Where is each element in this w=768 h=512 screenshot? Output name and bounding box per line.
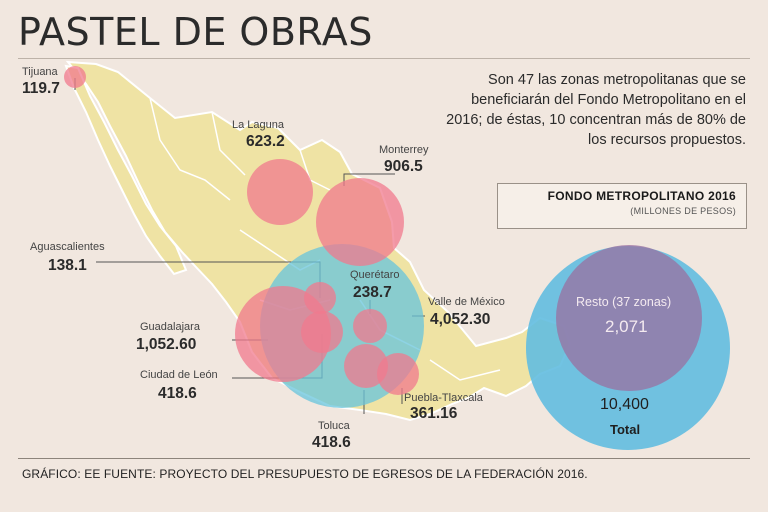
label-aguascalientes: Aguascalientes — [30, 241, 105, 253]
baja-peninsula — [64, 64, 188, 276]
value-valle-de-mexico: 4,052.30 — [430, 311, 491, 328]
bubble-aguascalientes — [304, 282, 336, 314]
value-la-laguna: 623.2 — [246, 133, 285, 150]
label-toluca: Toluca — [318, 420, 350, 432]
label-la-laguna: La Laguna — [232, 119, 284, 131]
bubble-guadalajara — [235, 286, 331, 382]
value-total: 10,400 — [600, 396, 649, 413]
value-aguascalientes: 138.1 — [48, 257, 87, 274]
title-divider — [18, 58, 750, 59]
intro-text: Son 47 las zonas metropolitanas que se b… — [446, 72, 746, 148]
label-ciudad-de-leon: Ciudad de León — [140, 369, 218, 381]
page-title: PASTEL DE OBRAS — [18, 10, 373, 54]
bubble-la-laguna — [247, 159, 313, 225]
label-total: Total — [610, 422, 641, 437]
value-puebla-tlaxcala: 361.16 — [410, 405, 458, 422]
fund-legend-box: FONDO METROPOLITANO 2016 (MILLONES DE PE… — [497, 183, 747, 229]
label-monterrey: Monterrey — [379, 144, 429, 156]
value-tijuana: 119.7 — [22, 80, 60, 97]
bubble-toluca — [344, 344, 388, 388]
value-resto: 2,071 — [605, 317, 648, 336]
label-valle-de-mexico: Valle de México — [428, 296, 505, 308]
value-ciudad-de-leon: 418.6 — [158, 385, 197, 402]
footer-divider — [18, 458, 750, 459]
fund-legend-title: FONDO METROPOLITANO 2016 — [547, 189, 736, 203]
bubble-monterrey — [316, 178, 404, 266]
value-toluca: 418.6 — [312, 434, 351, 451]
value-guadalajara: 1,052.60 — [136, 336, 197, 353]
bubble-puebla-tlaxcala — [377, 353, 419, 395]
value-queretaro: 238.7 — [353, 284, 392, 301]
bubble-ciudad-de-leon — [301, 311, 343, 353]
fund-legend-subtitle: (MILLONES DE PESOS) — [630, 206, 736, 216]
bubble-tijuana — [64, 66, 86, 88]
source-credit: GRÁFICO: EE FUENTE: PROYECTO DEL PRESUPU… — [22, 467, 588, 481]
bubble-resto — [556, 245, 702, 391]
bubble-queretaro — [353, 309, 387, 343]
label-queretaro: Querétaro — [350, 269, 400, 281]
value-monterrey: 906.5 — [384, 158, 423, 175]
label-guadalajara: Guadalajara — [140, 321, 200, 333]
label-resto: Resto (37 zonas) — [576, 295, 672, 309]
label-puebla-tlaxcala: Puebla-Tlaxcala — [404, 392, 483, 404]
label-tijuana: Tijuana — [22, 66, 58, 78]
